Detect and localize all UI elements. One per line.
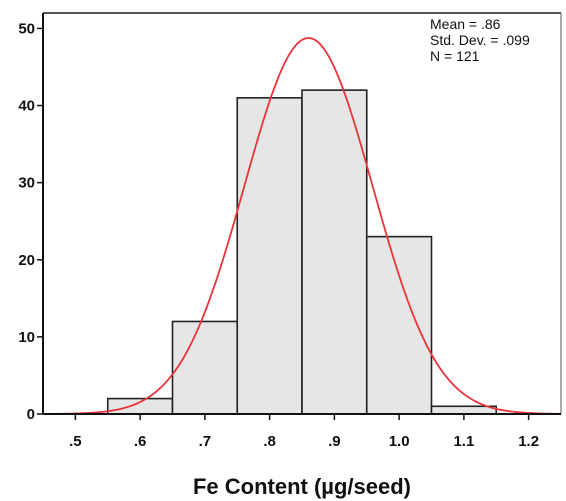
x-ticks-group: .5 .6 .7 .8 .9 1.0 1.1 1.2 (69, 414, 539, 450)
x-tick-label-6: 1.1 (453, 433, 474, 450)
y-tick-label-0: 0 (27, 406, 35, 423)
stats-std-dev: Std. Dev. = .099 (430, 32, 530, 48)
y-tick-label-5: 50 (18, 20, 35, 37)
normal-curve (42, 37, 562, 415)
histogram-bar-0 (106, 397, 174, 415)
y-tick-label-2: 20 (18, 252, 35, 269)
bars-group (106, 89, 498, 415)
x-tick-label-1: .6 (134, 433, 147, 450)
x-tick-label-7: 1.2 (518, 433, 539, 450)
x-tick-label-0: .5 (69, 433, 82, 450)
x-tick-label-4: .9 (328, 433, 341, 450)
stats-n: N = 121 (430, 48, 480, 64)
x-tick-label-2: .7 (199, 433, 212, 450)
histogram-bar-4 (365, 235, 433, 415)
histogram-bar-1 (171, 320, 239, 415)
histogram-bar-5 (430, 405, 498, 415)
y-tick-label-1: 10 (18, 329, 35, 346)
histogram-bar-2 (236, 97, 303, 415)
y-ticks-group: 0 10 20 30 40 50 (18, 20, 43, 423)
stats-mean: Mean = .86 (430, 16, 501, 32)
y-tick-label-3: 30 (18, 175, 35, 192)
x-axis-label: Fe Content (µg/seed) (193, 474, 411, 499)
x-tick-label-3: .8 (263, 433, 276, 450)
x-tick-label-5: 1.0 (389, 433, 410, 450)
histogram-bar-3 (301, 89, 368, 415)
y-tick-label-4: 40 (18, 98, 35, 115)
